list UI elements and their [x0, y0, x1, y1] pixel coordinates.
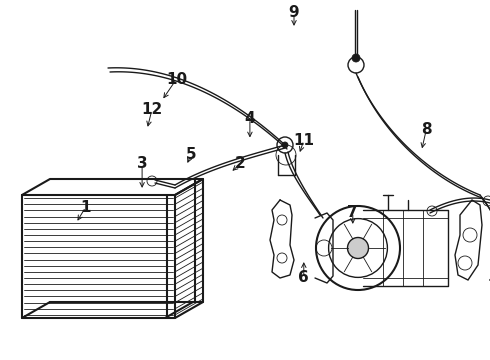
Text: 10: 10: [166, 72, 187, 87]
Text: 12: 12: [141, 102, 163, 117]
Text: 8: 8: [421, 122, 432, 137]
Text: 4: 4: [245, 111, 255, 126]
Text: 9: 9: [289, 5, 299, 20]
Text: 2: 2: [235, 156, 245, 171]
Circle shape: [282, 142, 288, 148]
Text: 3: 3: [137, 156, 147, 171]
Text: 5: 5: [186, 147, 196, 162]
Text: 1: 1: [80, 199, 91, 215]
Text: 6: 6: [298, 270, 309, 285]
Circle shape: [347, 238, 368, 258]
Circle shape: [352, 54, 360, 62]
Text: 7: 7: [347, 205, 358, 220]
Text: 11: 11: [294, 133, 314, 148]
